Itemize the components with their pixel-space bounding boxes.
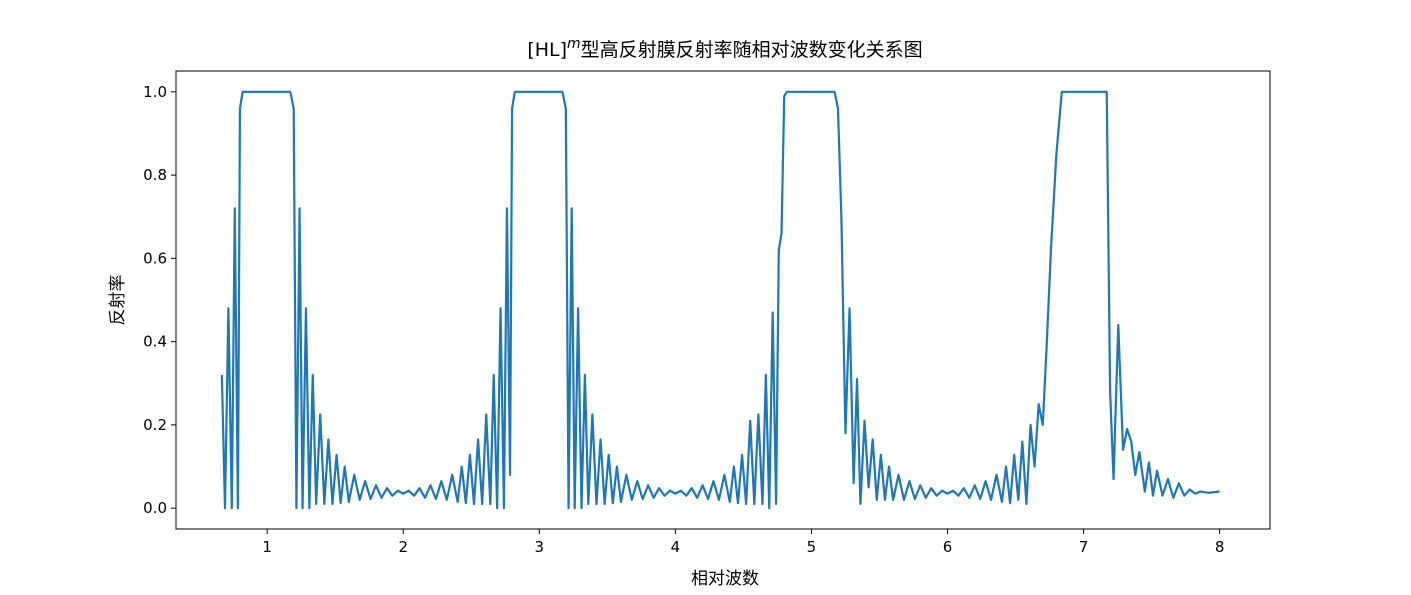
- plot-area: [220, 90, 1220, 510]
- y-tick-label: 0.8: [143, 166, 167, 184]
- x-axis: 1 2 3 4 5 6 7 8: [262, 529, 1224, 556]
- x-tick-label: 3: [535, 538, 545, 556]
- x-tick-label: 7: [1079, 538, 1089, 556]
- x-tick-label: 1: [262, 538, 272, 556]
- x-tick-label: 6: [943, 538, 953, 556]
- y-axis: 0.0 0.2 0.4 0.6 0.8 1.0: [143, 83, 176, 517]
- x-tick-label: 8: [1215, 538, 1225, 556]
- chart-title-superscript: m: [567, 36, 581, 52]
- y-tick-label: 0.6: [143, 249, 167, 267]
- y-tick-label: 0.2: [143, 416, 167, 434]
- chart-title-main: [HL]: [527, 39, 567, 61]
- x-tick-label: 2: [398, 538, 408, 556]
- axes-frame: [175, 70, 1271, 530]
- x-axis-label: 相对波数: [691, 569, 759, 589]
- chart-title: [HL]m型高反射膜反射率随相对波数变化关系图: [527, 36, 922, 61]
- x-tick-label: 5: [807, 538, 817, 556]
- y-tick-label: 1.0: [143, 83, 167, 101]
- series-line-0: [220, 90, 1220, 510]
- y-axis-label: 反射率: [108, 275, 128, 326]
- y-tick-label: 0.4: [143, 333, 167, 351]
- chart-title-suffix: 型高反射膜反射率随相对波数变化关系图: [581, 39, 923, 61]
- x-tick-label: 4: [671, 538, 681, 556]
- y-tick-label: 0.0: [143, 499, 167, 517]
